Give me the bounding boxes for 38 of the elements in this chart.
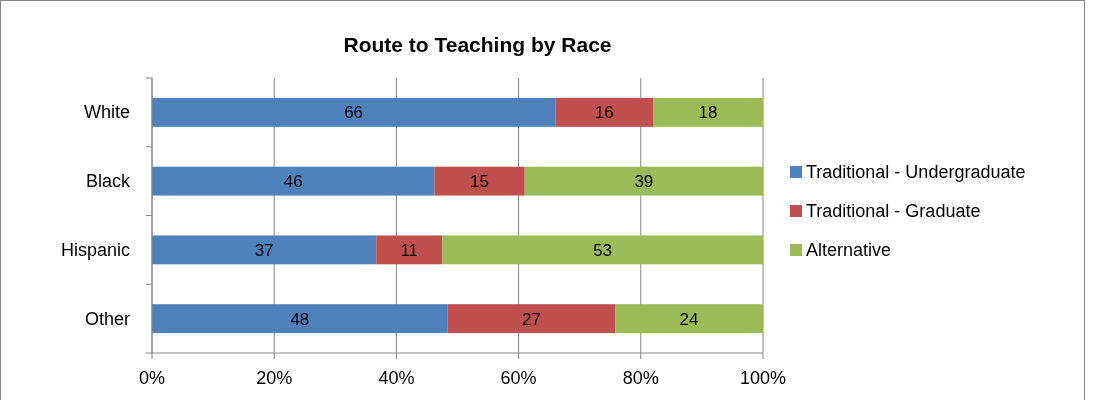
- data-label: 18: [698, 103, 718, 123]
- bar: [555, 97, 654, 127]
- y-tick-label: Hispanic: [60, 239, 130, 260]
- legend-label: Traditional - Undergraduate: [806, 162, 1026, 182]
- x-tick-label: 20%: [256, 368, 293, 388]
- bar: [447, 304, 616, 334]
- bar: [653, 97, 763, 127]
- data-label: 27: [521, 309, 541, 329]
- y-tick-label: Black: [85, 171, 131, 192]
- bar: [376, 235, 443, 265]
- x-tick-label: 0%: [138, 368, 166, 388]
- bar: [152, 97, 556, 127]
- y-tick-label: Other: [84, 308, 130, 329]
- data-label: 53: [593, 240, 613, 260]
- bar: [524, 166, 763, 196]
- x-tick-label: 100%: [739, 368, 787, 388]
- legend-label: Traditional - Graduate: [806, 201, 981, 221]
- chart-title: Route to Teaching by Race: [343, 33, 612, 56]
- data-label: 66: [344, 103, 364, 123]
- bar: [442, 235, 763, 265]
- data-label: 11: [400, 240, 419, 260]
- bar: [615, 304, 763, 334]
- data-label: 15: [470, 172, 489, 192]
- x-tick-label: 40%: [378, 368, 415, 388]
- bar: [152, 235, 377, 265]
- data-label: 39: [634, 172, 654, 192]
- legend-label: Alternative: [806, 240, 892, 260]
- bar: [434, 166, 525, 196]
- bar: [152, 304, 448, 334]
- data-label: 48: [290, 309, 310, 329]
- y-tick-label: White: [83, 102, 130, 123]
- x-tick-label: 60%: [500, 368, 537, 388]
- data-label: 16: [594, 103, 614, 123]
- x-tick-label: 80%: [622, 368, 659, 388]
- data-label: 24: [679, 309, 699, 329]
- data-label: 46: [283, 172, 303, 192]
- data-label: 37: [254, 240, 274, 260]
- bar: [152, 166, 435, 196]
